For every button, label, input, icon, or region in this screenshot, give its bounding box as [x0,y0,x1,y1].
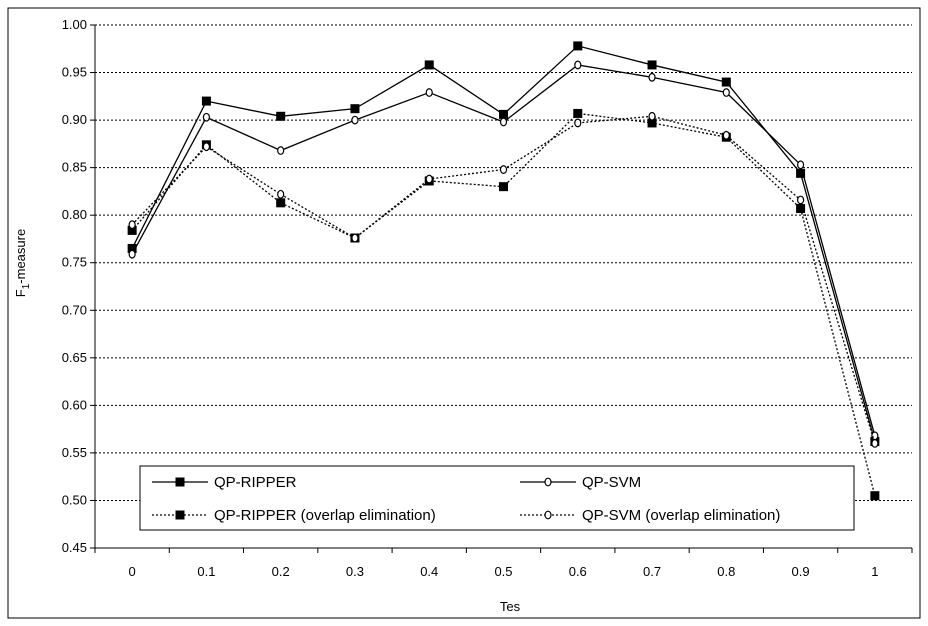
data-point-s1-1 [202,112,211,122]
series-line-0 [131,45,876,442]
x-tick-label-0.7: 0.7 [643,564,661,579]
data-point-s1-4 [425,88,433,97]
y-axis-title: F1-measure [13,229,32,297]
data-point-s3-2 [277,189,285,199]
x-tick-label-0.8: 0.8 [717,564,735,579]
series-group [127,41,880,501]
legend-label-2: QP-RIPPER (overlap elimination) [214,507,436,524]
data-point-s2-10 [870,491,880,501]
y-tick-label-1.00: 1.00 [62,17,87,32]
legend-marker-1 [544,477,552,487]
y-tick-label-0.50: 0.50 [62,492,87,507]
x-tick-label-0: 0 [129,564,136,579]
data-point-s1-8 [722,88,730,97]
data-point-s2-9 [796,204,806,214]
y-tick-label-0.80: 0.80 [62,207,87,222]
axes: 0.450.500.550.600.650.700.750.800.850.90… [62,17,913,579]
data-point-s1-7 [648,72,656,82]
chart-frame [7,7,921,619]
y-tick-label-0.75: 0.75 [62,255,87,270]
x-tick-label-0.6: 0.6 [569,564,587,579]
y-tick-label-0.65: 0.65 [62,350,87,365]
data-point-s1-6 [574,60,582,70]
data-point-s2-2 [276,198,286,208]
data-point-s0-7 [647,60,657,70]
data-point-s0-1 [201,96,211,106]
data-point-s0-0 [127,243,137,253]
data-point-s1-0 [128,249,136,259]
data-point-s3-3 [351,233,359,243]
data-point-s2-0 [127,225,137,235]
data-point-s3-1 [202,142,211,152]
x-tick-label-0.1: 0.1 [197,564,215,579]
x-tick-label-0.2: 0.2 [272,564,290,579]
data-point-s1-2 [277,146,285,155]
legend-marker-2 [175,510,185,520]
y-tick-label-0.85: 0.85 [62,160,87,175]
data-point-s0-8 [721,77,731,87]
data-point-s1-9 [796,160,805,170]
data-point-s0-6 [573,41,583,51]
legend-label-1: QP-SVM [582,474,641,491]
x-tick-label-0.4: 0.4 [420,564,438,579]
data-point-s3-8 [722,130,730,140]
data-point-s1-5 [499,117,508,127]
data-point-s0-2 [276,111,286,121]
legend-label-3: QP-SVM (overlap elimination) [582,507,780,524]
series-0 [127,41,880,446]
y-tick-label-0.45: 0.45 [62,540,87,555]
legend-marker-3 [544,510,552,520]
data-point-s3-6 [574,118,582,128]
data-point-s0-9 [796,168,806,178]
data-point-s2-7 [647,118,657,128]
y-tick-label-0.90: 0.90 [62,112,87,127]
data-point-s3-7 [648,111,656,121]
data-point-s3-10 [871,439,879,448]
data-point-s0-4 [424,60,434,70]
x-tick-label-0.3: 0.3 [346,564,364,579]
legend: QP-RIPPER QP-SVM QP-RIPPER (overlap elimin… [139,465,855,531]
y-axis-title-main: F [13,289,28,297]
data-point-s1-3 [351,115,359,125]
legend-marker-0 [175,477,185,487]
y-tick-label-0.70: 0.70 [62,302,87,317]
data-point-s1-10 [871,431,879,441]
y-axis-title-subscript: 1 [21,283,32,289]
data-point-s0-5 [499,109,508,119]
y-tick-label-0.95: 0.95 [62,65,87,80]
legend-box [139,465,855,531]
data-point-s2-6 [573,108,583,118]
x-tick-label-0.9: 0.9 [792,564,810,579]
data-point-s3-0 [128,220,136,230]
data-point-s0-3 [350,104,360,114]
legend-label-0: QP-RIPPER [214,474,297,491]
y-axis-title-rest: -measure [13,229,28,284]
y-tick-label-0.60: 0.60 [62,397,87,412]
y-tick-label-0.55: 0.55 [62,445,87,460]
series-3 [128,111,879,448]
x-tick-label-1: 1 [871,564,878,579]
x-axis-title: Tes [500,599,521,614]
series-1 [128,60,879,441]
data-point-s3-9 [796,195,805,205]
grid-lines [95,24,912,501]
data-point-s3-5 [499,165,508,174]
data-point-s3-4 [425,174,433,184]
data-point-s2-5 [499,182,508,192]
x-tick-label-0.5: 0.5 [494,564,512,579]
